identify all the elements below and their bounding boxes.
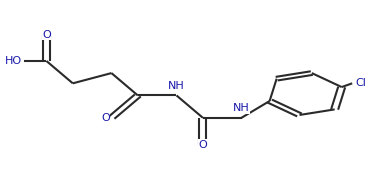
Text: HO: HO (5, 56, 22, 66)
Text: O: O (42, 30, 51, 40)
Text: O: O (198, 140, 207, 150)
Text: Cl: Cl (356, 78, 367, 88)
Text: NH: NH (168, 81, 185, 91)
Text: NH: NH (233, 103, 250, 113)
Text: O: O (101, 113, 110, 123)
